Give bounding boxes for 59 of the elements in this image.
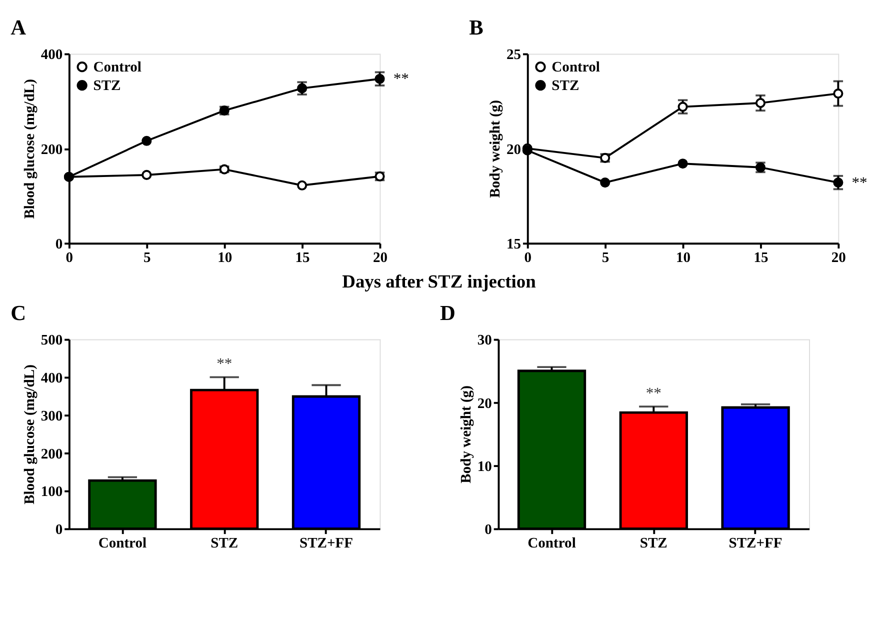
y-tick-label: 200: [40, 446, 63, 462]
y-tick-label: 15: [506, 236, 522, 252]
x-tick-label: 5: [602, 250, 610, 266]
legend-label: Control: [552, 60, 600, 76]
annotation: **: [852, 174, 868, 192]
x-tick-label: Control: [98, 536, 147, 552]
point: [833, 178, 844, 188]
x-tick-label: 10: [676, 250, 691, 266]
y-tick-label: 500: [40, 332, 63, 349]
y-tick-label: 20: [506, 142, 522, 158]
point: [678, 102, 688, 112]
x-tick-label: STZ+FF: [728, 536, 782, 552]
point: [678, 158, 688, 169]
y-tick-label: 20: [477, 396, 492, 412]
y-tick-label: 0: [55, 522, 63, 538]
chart-title: A: [10, 15, 27, 40]
legend-label: STZ: [93, 78, 121, 94]
x-tick-label: 0: [66, 250, 74, 266]
point: [833, 88, 844, 99]
x-tick-label: Control: [528, 536, 576, 552]
point: [297, 180, 308, 190]
point: [755, 98, 766, 108]
y-axis-title: Blood glucose (mg/dL): [22, 364, 38, 504]
legend-label: STZ: [552, 78, 580, 94]
x-tick-label: 20: [831, 250, 846, 266]
y-tick-label: 400: [40, 47, 63, 64]
y-tick-label: 100: [40, 484, 63, 500]
chart-title: D: [440, 300, 456, 325]
y-tick-label: 25: [506, 47, 522, 64]
chart-title: B: [469, 15, 484, 40]
legend-label: Control: [93, 60, 142, 76]
y-tick-label: 300: [40, 408, 63, 424]
annotation: **: [216, 355, 232, 372]
x-tick-label: 15: [295, 250, 310, 266]
y-tick-label: 10: [477, 458, 492, 475]
x-tick-label: STZ: [640, 536, 668, 552]
point: [600, 178, 610, 188]
y-axis-title: Body weight (g): [458, 385, 475, 484]
point: [374, 74, 385, 84]
x-tick-label: 5: [144, 250, 151, 266]
x-tick-label: STZ: [210, 536, 238, 552]
y-tick-label: 0: [484, 522, 492, 538]
y-tick-label: 400: [40, 370, 63, 387]
y-axis-title: Blood glucose (mg/dL): [22, 78, 38, 219]
annotation: **: [646, 384, 662, 402]
y-tick-label: 200: [40, 142, 63, 158]
annotation: **: [393, 70, 410, 88]
x-tick-label: 0: [524, 250, 532, 266]
x-tick-label: STZ+FF: [299, 536, 354, 552]
x-tick-label: 20: [372, 250, 388, 266]
x-tick-label: 15: [754, 250, 768, 266]
chart-title: C: [10, 300, 26, 325]
point: [142, 136, 152, 146]
x-axis-title: Days after STZ injection: [342, 271, 536, 292]
y-tick-label: 0: [55, 236, 63, 252]
x-tick-label: 10: [218, 250, 232, 266]
point: [142, 170, 152, 180]
y-axis-title: Body weight (g): [488, 100, 504, 198]
y-tick-label: 30: [477, 332, 492, 349]
